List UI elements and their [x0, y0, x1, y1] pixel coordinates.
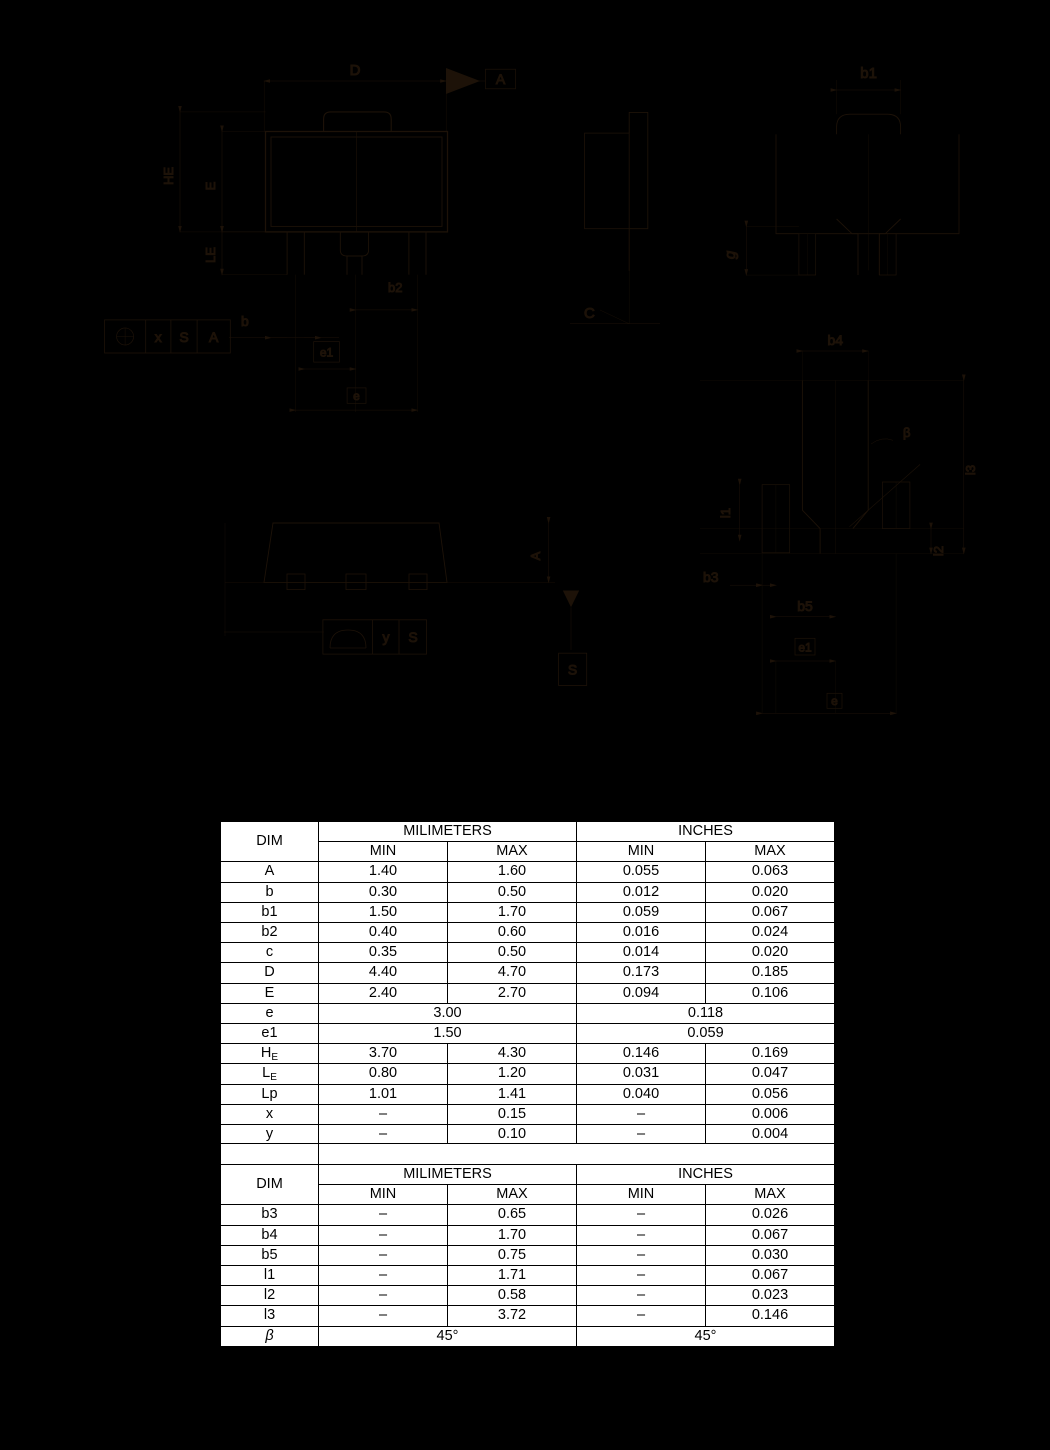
svg-text:HE: HE: [161, 167, 176, 185]
svg-text:l2: l2: [931, 546, 946, 556]
svg-text:x: x: [155, 329, 162, 345]
svg-text:b: b: [241, 313, 249, 329]
svg-text:g: g: [722, 250, 739, 259]
svg-text:l3: l3: [963, 465, 978, 475]
svg-text:S: S: [568, 662, 577, 678]
svg-text:S: S: [408, 629, 417, 645]
svg-text:l1: l1: [718, 508, 733, 518]
svg-text:C: C: [584, 305, 595, 322]
svg-text:b5: b5: [797, 598, 813, 614]
svg-text:A: A: [528, 551, 543, 560]
svg-text:e1: e1: [320, 346, 334, 360]
svg-text:b4: b4: [828, 332, 844, 348]
svg-text:e: e: [831, 694, 838, 708]
svg-text:b3: b3: [703, 569, 719, 585]
svg-text:y: y: [383, 629, 390, 645]
svg-text:A: A: [209, 329, 219, 345]
svg-text:S: S: [179, 329, 188, 345]
svg-text:β: β: [903, 425, 910, 440]
svg-text:e: e: [353, 389, 360, 403]
svg-text:e1: e1: [798, 641, 812, 655]
svg-text:E: E: [203, 181, 218, 190]
svg-text:LE: LE: [203, 247, 218, 263]
svg-text:b2: b2: [388, 280, 402, 295]
svg-text:A: A: [496, 71, 506, 87]
svg-text:D: D: [350, 62, 361, 79]
svg-text:b1: b1: [860, 65, 877, 82]
